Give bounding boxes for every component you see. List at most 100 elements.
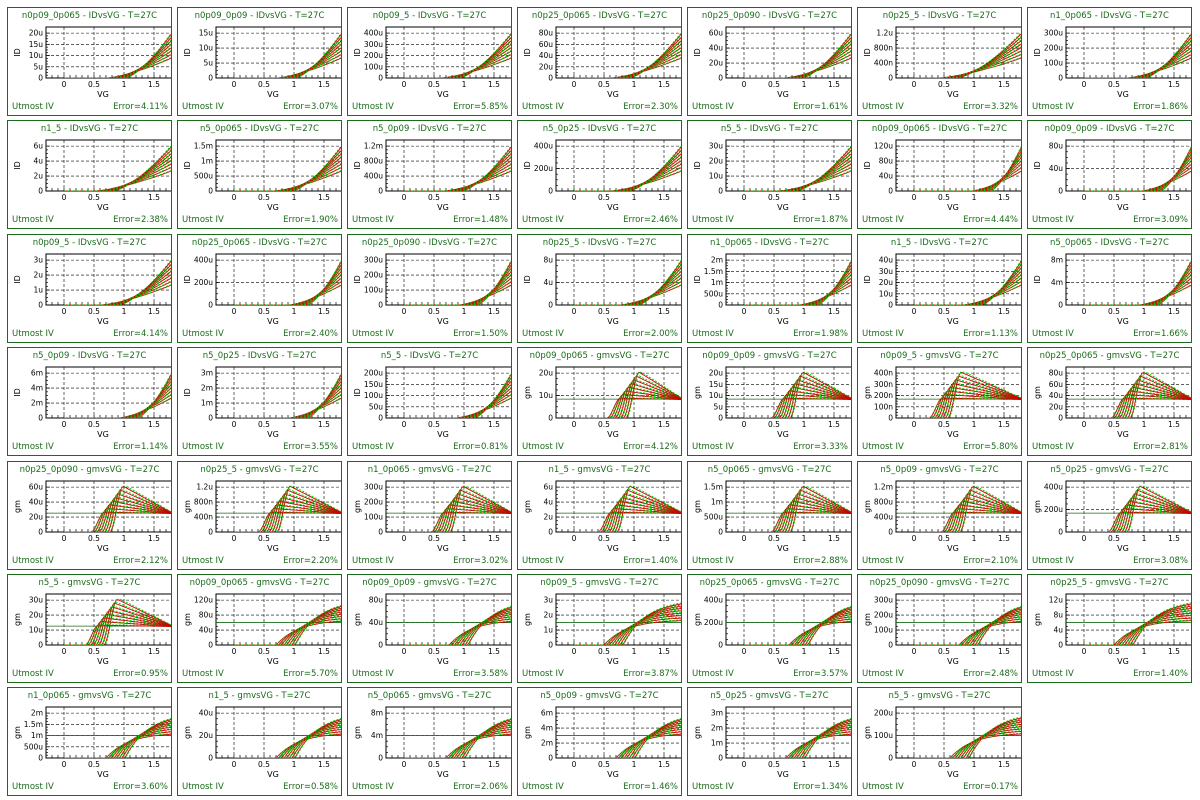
y-tick-label: 8u (543, 256, 553, 265)
measured-curve (1084, 500, 1191, 532)
x-axis-label: VG (1117, 317, 1129, 326)
measured-curve (64, 620, 171, 645)
series-curves (744, 485, 851, 532)
chart-title: n5_0p25 - gmvsVG - T=27C (710, 691, 829, 701)
model-label: Utmost IV (352, 102, 394, 112)
simulated-curve (574, 724, 681, 758)
simulated-curve (64, 37, 171, 78)
x-tick-label: 0.5 (598, 647, 610, 656)
measured-curve (64, 718, 171, 758)
series-curves (234, 372, 341, 418)
measured-curve (574, 155, 681, 191)
chart-plot: 0 200u 400u 0 0.5 1 1.5 VG ID (183, 253, 341, 326)
model-label: Utmost IV (182, 669, 224, 679)
x-tick-label: 0 (912, 193, 917, 202)
chart-panel: n5_0p09 - gmvsVG - T=27C 0 400u 800u 1.2m 0 0.… (857, 461, 1022, 570)
error-label: Error=5.70% (283, 669, 338, 679)
measured-curve (1084, 496, 1191, 532)
y-tick-label: 20u (1049, 402, 1064, 411)
x-tick-label: 1.5 (148, 647, 160, 656)
plot-frame (385, 139, 511, 192)
series-curves (744, 32, 851, 78)
chart-panel: n0p25_0p090 - gmvsVG - T=27C 0 100u 200u 300… (857, 574, 1022, 683)
x-tick-label: 1.5 (318, 307, 330, 316)
error-label: Error=0.81% (453, 442, 508, 452)
x-tick-label: 1 (972, 80, 977, 89)
plot-frame (215, 26, 341, 79)
series-curves (64, 259, 171, 305)
simulated-curve (574, 493, 681, 532)
y-tick-label: 80u (539, 29, 554, 38)
x-tick-label: 1.5 (148, 760, 160, 769)
simulated-curve (744, 260, 851, 305)
x-tick-label: 1 (122, 534, 127, 543)
x-tick-label: 1.5 (658, 647, 670, 656)
chart-title: n0p09_0p065 - IDvsVG - T=27C (21, 11, 158, 21)
x-tick-label: 0.5 (1108, 420, 1120, 429)
chart-panel: n0p09_0p09 - IDvsVG - T=27C 0 5u 10u 15u 0 0.5… (177, 7, 342, 116)
measured-curve (404, 733, 511, 758)
x-axis-label: VG (607, 317, 619, 326)
x-axis-label: VG (777, 770, 789, 779)
measured-curve (574, 389, 681, 418)
chart-title: n0p09_0p09 - gmvsVG - T=27C (702, 351, 837, 361)
x-tick-label: 1.5 (828, 534, 840, 543)
error-label: Error=2.12% (113, 556, 168, 566)
series-curves (744, 259, 851, 305)
simulated-curve (914, 489, 1021, 532)
model-label: Utmost IV (692, 669, 734, 679)
x-tick-label: 1.5 (658, 80, 670, 89)
y-tick-label: 4m (371, 731, 383, 740)
y-tick-label: 500u (704, 513, 723, 522)
y-tick-label: 100u (364, 513, 383, 522)
simulated-curve (914, 371, 1021, 418)
plot-frame (385, 253, 511, 306)
measured-curve (1084, 393, 1191, 418)
y-tick-label: 1u (543, 626, 553, 635)
chart-plot: 0 50u 100u 150u 200u 0 0.5 1 1.5 VG ID (353, 366, 511, 439)
measured-curve (744, 145, 851, 191)
measured-curve (744, 382, 851, 418)
x-axis-label: VG (97, 317, 109, 326)
y-axis-label: ID (523, 275, 532, 284)
y-tick-label: 400n (874, 369, 893, 378)
chart-title: n5_5 - gmvsVG - T=27C (888, 691, 991, 701)
simulated-curve (914, 36, 1021, 78)
simulated-curve (744, 485, 851, 532)
y-tick-label: 1m (31, 731, 43, 740)
simulated-curve (234, 726, 341, 758)
x-axis-label: VG (267, 770, 279, 779)
simulated-curve (64, 614, 171, 645)
error-label: Error=3.60% (113, 782, 168, 792)
model-label: Utmost IV (1032, 556, 1074, 566)
chart-panel: n0p09_0p09 - gmvsVG - T=27C 0 40u 80u 0 0.5 1 1… (347, 574, 512, 683)
x-axis-label: VG (97, 430, 109, 439)
x-tick-label: 0 (912, 647, 917, 656)
plot-frame (895, 26, 1021, 79)
x-tick-label: 0.5 (428, 80, 440, 89)
y-tick-label: 100u (1044, 59, 1063, 68)
chart-title: n1_0p065 - IDvsVG - T=27C (710, 238, 829, 248)
x-tick-label: 0 (402, 80, 407, 89)
simulated-curve (1084, 603, 1191, 645)
y-tick-label: 400u (194, 256, 213, 265)
measured-curve (744, 386, 851, 418)
x-axis-label: VG (97, 544, 109, 553)
model-label: Utmost IV (352, 556, 394, 566)
y-axis-label: ID (353, 161, 362, 170)
plot-frame (45, 139, 171, 192)
simulated-curve (404, 722, 511, 758)
x-axis-label: VG (1117, 203, 1129, 212)
chart-plot: 0 5u 10u 15u 20u 0 0.5 1 1.5 VG ID (13, 26, 171, 99)
x-tick-label: 0.5 (938, 647, 950, 656)
chart-title: n5_0p065 - IDvsVG - T=27C (1050, 238, 1169, 248)
x-tick-label: 0.5 (258, 534, 270, 543)
error-label: Error=1.66% (1133, 329, 1188, 339)
y-tick-label: 80u (1049, 142, 1064, 151)
y-tick-label: 20u (709, 59, 724, 68)
y-tick-label: 4m (1051, 278, 1063, 287)
plot-frame (45, 366, 171, 419)
simulated-curve (234, 609, 341, 645)
measured-curve (234, 284, 341, 305)
x-axis-label: VG (947, 544, 959, 553)
